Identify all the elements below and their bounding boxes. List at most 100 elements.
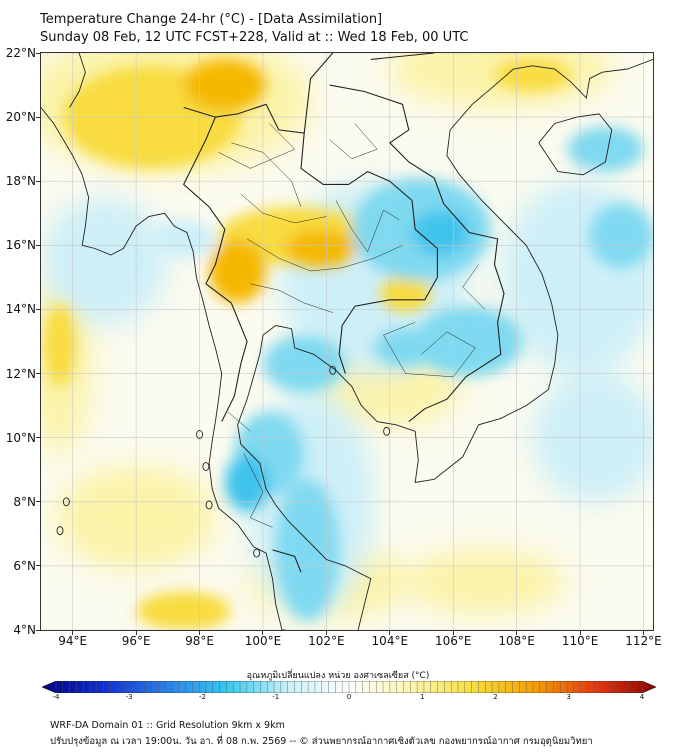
island-outline: [202, 462, 210, 471]
latitude-tick: [36, 244, 40, 246]
colorbar-tick-label: -2: [199, 693, 206, 701]
field-anomaly: [380, 274, 432, 313]
province-border: [246, 238, 403, 272]
colorbar-tick-label: 4: [639, 693, 645, 701]
gulf-coastline: [237, 58, 653, 630]
field-anomaly: [275, 479, 340, 621]
field-anomaly: [589, 203, 653, 268]
colorbar-title: อุณหภูมิเปลี่ยนแปลง หน่วย องศาเซลเซียส (…: [246, 671, 430, 681]
latitude-tick-label: 4°N: [13, 623, 36, 637]
longitude-tick: [579, 631, 581, 635]
map-title: Temperature Change 24-hr (°C) - [Data As…: [40, 12, 383, 27]
island-outline: [253, 548, 261, 558]
province-border: [335, 200, 400, 253]
province-border: [329, 123, 378, 160]
longitude-tick: [72, 631, 74, 635]
longitude-tick-label: 102°E: [308, 634, 345, 648]
longitude-tick-label: 98°E: [185, 634, 214, 648]
field-anomaly: [262, 335, 346, 393]
island-outline: [383, 426, 391, 436]
island-outline: [56, 526, 64, 536]
colorbar-tick-label: 3: [566, 693, 571, 701]
latitude-tick-label: 20°N: [5, 110, 36, 125]
graticule: [41, 53, 653, 630]
field-anomaly: [373, 328, 438, 368]
latitude-tick: [36, 501, 40, 503]
coast-north: [69, 53, 86, 108]
national-border: [183, 103, 438, 374]
longitude-tick: [325, 631, 327, 635]
map-plot-area: [40, 52, 654, 631]
footer-update-info: ปรับปรุงข้อมูล ณ เวลา 19:00น. วัน อา. ที…: [50, 736, 593, 747]
colorbar-tick-label: -3: [125, 693, 133, 701]
hainan-coastline: [538, 113, 613, 176]
field-anomaly: [405, 549, 565, 614]
field-anomaly: [567, 126, 644, 172]
colorbar-tick-label: -4: [52, 693, 60, 701]
latitude-tick: [36, 116, 40, 118]
latitude-tick-label: 12°N: [5, 366, 36, 381]
colorbar-tick-label: 2: [493, 693, 498, 701]
province-border: [240, 193, 327, 224]
field-anomaly: [285, 229, 355, 268]
field-anomaly: [183, 59, 267, 111]
longitude-tick-label: 110°E: [561, 634, 599, 648]
national-border: [329, 84, 505, 423]
latitude-tick: [36, 629, 40, 631]
province-border: [227, 411, 251, 432]
longitude-tick-label: 96°E: [121, 634, 151, 648]
longitude-tick-label: 94°E: [58, 634, 88, 648]
latitude-tick-label: 14°N: [5, 302, 36, 317]
latitude-tick: [36, 437, 40, 439]
latitude-tick: [36, 308, 40, 310]
latitude-tick-label: 16°N: [5, 238, 36, 253]
field-anomaly: [44, 303, 76, 387]
longitude-tick: [516, 631, 518, 635]
island-outline: [196, 430, 203, 439]
island-outline: [329, 365, 337, 375]
latitude-tick-label: 18°N: [5, 174, 36, 189]
field-anomaly: [494, 59, 571, 92]
province-border: [250, 283, 333, 313]
longitude-tick-label: 106°E: [434, 634, 472, 648]
longitude-tick: [262, 631, 264, 635]
national-border: [272, 549, 302, 573]
field-anomaly: [551, 277, 641, 323]
colorbar: [42, 681, 656, 693]
province-border: [383, 322, 476, 378]
latitude-tick: [36, 52, 40, 54]
longitude-tick: [642, 631, 644, 635]
longitude-tick-label: 100°E: [244, 634, 282, 648]
west-coastline: [41, 107, 286, 630]
latitude-tick-label: 6°N: [13, 558, 36, 573]
longitude-tick-label: 104°E: [371, 634, 409, 648]
latitude-tick-label: 8°N: [13, 494, 36, 509]
longitude-tick: [135, 631, 137, 635]
colorbar-tick-label: 0: [346, 693, 352, 701]
field-anomaly: [412, 210, 470, 255]
temperature-field: [41, 53, 653, 630]
field-anomaly: [209, 238, 267, 304]
province-border: [218, 123, 296, 169]
field-anomaly: [151, 219, 216, 259]
latitude-tick-label: 10°N: [5, 430, 36, 445]
colorbar-tick-label: -1: [272, 693, 280, 701]
national-border: [183, 116, 248, 422]
island-outline: [205, 500, 213, 510]
longitude-tick: [452, 631, 454, 635]
longitude-tick-label: 108°E: [498, 634, 535, 648]
longitude-tick-label: 112°E: [625, 634, 662, 648]
temperature-change-map: [41, 53, 653, 630]
coastlines-and-borders: [41, 53, 653, 630]
footer-model-info: WRF-DA Domain 01 :: Grid Resolution 9km …: [50, 720, 285, 731]
national-border: [370, 53, 435, 60]
field-anomaly: [136, 591, 232, 630]
latitude-tick: [36, 565, 40, 567]
colorbar-tick-label: 1: [420, 693, 425, 701]
latitude-tick: [36, 373, 40, 375]
field-anomaly: [224, 453, 270, 512]
longitude-tick: [199, 631, 201, 635]
longitude-tick: [389, 631, 391, 635]
field-anomaly: [415, 306, 523, 377]
latitude-tick: [36, 180, 40, 182]
